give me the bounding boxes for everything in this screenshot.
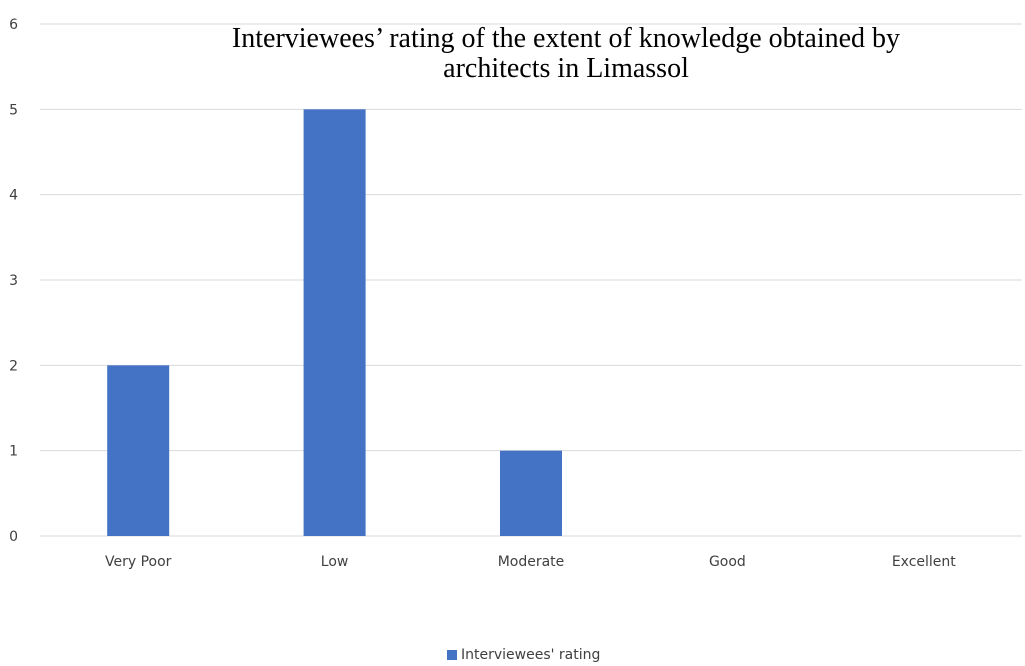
y-tick-label: 2: [9, 358, 18, 374]
bar: [107, 365, 170, 536]
y-tick-label: 3: [9, 273, 18, 289]
x-tick-label: Low: [321, 554, 349, 570]
chart-title-line-2: architects in Limassol: [443, 53, 689, 84]
y-tick-label: 1: [9, 444, 18, 460]
bar: [303, 109, 366, 536]
y-axis-tick-labels: 0 1 2 3 4 5 6: [9, 17, 18, 545]
x-tick-label: Good: [709, 554, 746, 570]
x-tick-label: Very Poor: [105, 554, 172, 570]
legend-swatch: [447, 650, 457, 660]
y-tick-label: 5: [9, 102, 18, 118]
bar: [500, 450, 562, 536]
y-tick-label: 4: [9, 188, 18, 204]
chart-title: Interviewees’ rating of the extent of kn…: [232, 23, 900, 84]
y-tick-label: 6: [9, 17, 18, 33]
gridlines: [40, 23, 1022, 537]
y-tick-label: 0: [9, 529, 18, 545]
legend-label: Interviewees' rating: [461, 647, 600, 662]
legend: Interviewees' rating: [447, 647, 600, 663]
x-tick-label: Excellent: [892, 554, 956, 570]
x-tick-label: Moderate: [498, 554, 565, 570]
bars: [107, 109, 562, 536]
x-axis-tick-labels: Very Poor Low Moderate Good Excellent: [105, 554, 956, 570]
chart-title-line-1: Interviewees’ rating of the extent of kn…: [232, 23, 900, 54]
